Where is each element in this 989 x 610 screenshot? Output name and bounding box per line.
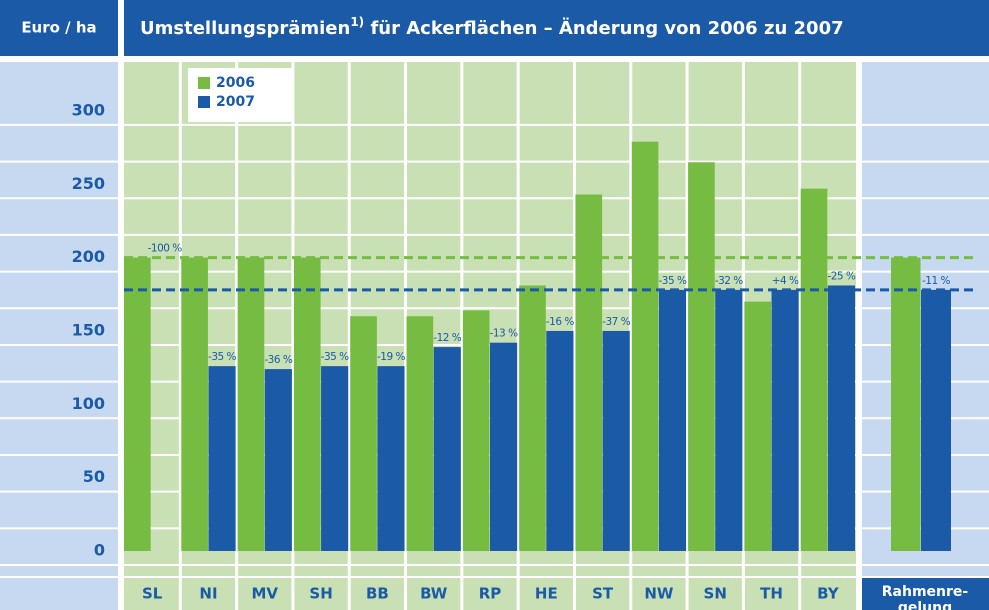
- y-tick-label: 50: [83, 467, 105, 486]
- bar: [350, 316, 377, 551]
- title-box: [124, 0, 989, 56]
- category-row: [124, 578, 856, 610]
- change-label: -12 %: [433, 332, 461, 344]
- x-tick-label: HE: [535, 585, 558, 603]
- x-tick-label-line: gelung: [898, 600, 952, 610]
- legend-swatch: [198, 77, 210, 89]
- x-tick-label: SH: [309, 585, 332, 603]
- change-label: -35 %: [208, 351, 236, 363]
- y-label-box: [0, 0, 118, 56]
- y-tick-label: 200: [72, 247, 105, 266]
- change-label: -35 %: [321, 351, 349, 363]
- title-rest: für Ackerflächen – Änderung von 2006 zu …: [364, 17, 843, 39]
- change-label: -35 %: [659, 275, 687, 287]
- bar: [406, 316, 434, 551]
- y-axis-panel: [0, 62, 118, 576]
- bar: [264, 369, 292, 551]
- bar: [237, 257, 265, 551]
- x-tick-label-line: Rahmenre-: [882, 584, 969, 600]
- y-tick-label: 0: [94, 541, 105, 560]
- x-tick-label: RP: [479, 585, 502, 603]
- y-tick-label: 300: [72, 100, 105, 119]
- bar: [921, 289, 951, 551]
- bar: [631, 141, 659, 551]
- bar: [462, 310, 490, 551]
- x-tick-label: TH: [760, 585, 783, 603]
- x-tick-label: BB: [366, 585, 389, 603]
- bar: [321, 366, 349, 551]
- bar: [715, 289, 743, 551]
- change-label: -11 %: [922, 275, 950, 287]
- category-row: [862, 578, 989, 610]
- x-tick-label: SL: [142, 585, 163, 603]
- change-label: -25 %: [827, 270, 855, 282]
- change-label: -19 %: [377, 351, 405, 363]
- title-sup: 1): [350, 15, 364, 29]
- x-tick-label: SN: [704, 585, 727, 603]
- bar: [208, 366, 236, 551]
- y-tick-label: 100: [72, 394, 105, 413]
- change-label: -16 %: [546, 316, 574, 328]
- x-tick-label: BY: [817, 585, 840, 603]
- legend-label: 2007: [216, 94, 255, 110]
- bar: [744, 301, 772, 551]
- x-tick-label: NI: [199, 585, 217, 603]
- bar: [519, 285, 546, 551]
- bar: [688, 162, 715, 551]
- bar: [490, 342, 518, 551]
- bar: [575, 194, 603, 552]
- change-label: -100 %: [148, 243, 183, 255]
- x-tick-label: BW: [420, 585, 448, 603]
- bar: [827, 285, 855, 551]
- x-tick-label: NW: [644, 585, 674, 603]
- bar: [377, 366, 405, 551]
- bar: [658, 289, 687, 551]
- category-row: [0, 578, 118, 610]
- legend-label: 2006: [216, 75, 255, 91]
- x-tick-label: Rahmenre-gelung: [882, 584, 969, 610]
- y-tick-label: 150: [72, 320, 105, 339]
- title-main: Umstellungsprämien: [140, 18, 350, 39]
- bar: [800, 188, 828, 551]
- bar: [433, 347, 461, 551]
- bar: [771, 289, 799, 551]
- change-label: -13 %: [490, 328, 518, 340]
- change-label: +4 %: [772, 275, 799, 287]
- change-label: -32 %: [715, 275, 743, 287]
- legend-swatch: [198, 96, 210, 108]
- change-label: -36 %: [264, 354, 292, 366]
- y-tick-label: 250: [72, 174, 105, 193]
- bar: [181, 257, 208, 551]
- bar: [293, 257, 321, 551]
- x-tick-label: MV: [251, 585, 278, 603]
- bar: [602, 330, 630, 551]
- bar: [124, 257, 151, 551]
- chart-title: Umstellungsprämien1) für Ackerflächen – …: [140, 15, 844, 40]
- change-label: -37 %: [602, 316, 630, 328]
- x-tick-label: ST: [592, 585, 614, 603]
- bar: [891, 257, 921, 551]
- bar: [546, 330, 574, 551]
- y-axis-label: Euro / ha: [21, 19, 96, 37]
